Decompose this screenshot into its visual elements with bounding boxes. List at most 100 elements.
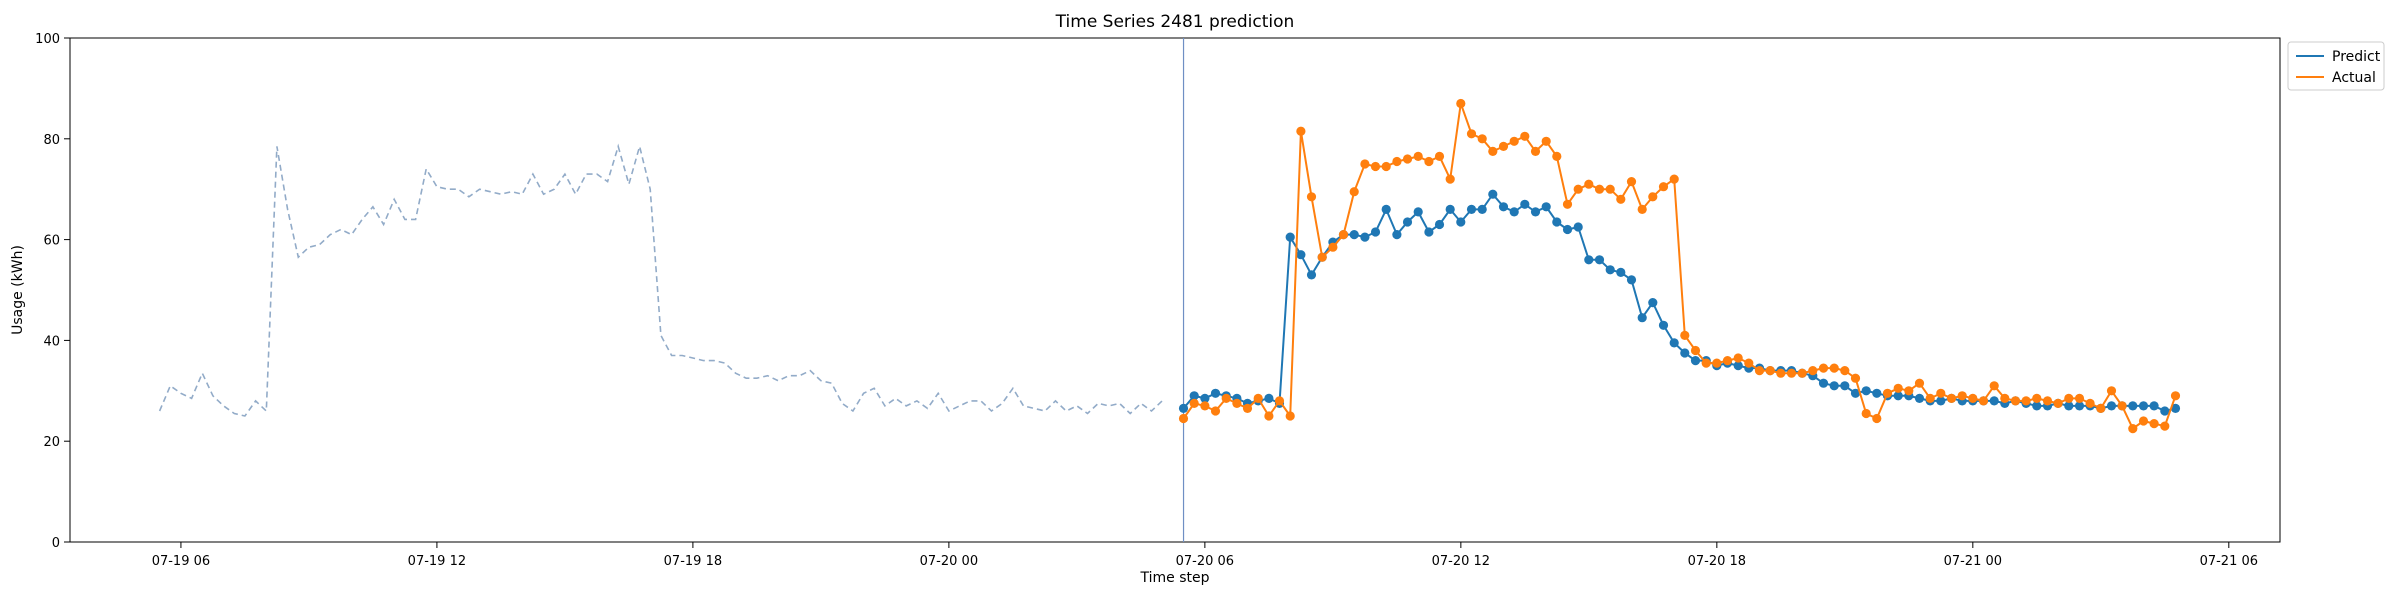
- x-tick-label: 07-20 12: [1432, 554, 1490, 569]
- data-point-predict: [1680, 348, 1690, 358]
- data-point-actual: [1850, 373, 1861, 383]
- data-point-predict: [2160, 406, 2170, 416]
- data-point-actual: [1616, 194, 1626, 204]
- data-point-predict: [1477, 204, 1487, 214]
- x-tick-label: 07-19 18: [664, 554, 722, 569]
- data-point-actual: [1381, 161, 1391, 172]
- data-point-predict: [2138, 401, 2149, 411]
- data-point-actual: [2064, 393, 2074, 403]
- data-point-actual: [1872, 413, 1882, 424]
- data-point-actual: [1445, 174, 1455, 184]
- data-point-actual: [1285, 411, 1295, 421]
- data-point-actual: [1786, 368, 1797, 378]
- x-tick-label: 07-20 00: [920, 554, 978, 569]
- data-point-actual: [1253, 393, 1263, 403]
- series-layer: [158, 98, 2181, 434]
- data-point-actual: [1904, 386, 1914, 396]
- data-point-actual: [1946, 393, 1957, 403]
- data-point-actual: [2010, 396, 2021, 406]
- x-tick-label: 07-19 06: [152, 554, 210, 569]
- data-point-actual: [1808, 366, 1818, 376]
- data-point-actual: [1466, 129, 1477, 139]
- x-tick-label: 07-21 06: [2200, 554, 2258, 569]
- data-point-predict: [1616, 267, 1626, 277]
- data-point-actual: [1477, 134, 1487, 144]
- data-point-actual: [1573, 184, 1583, 194]
- data-point-actual: [2149, 419, 2159, 429]
- data-point-actual: [1861, 408, 1871, 419]
- data-point-actual: [1541, 136, 1551, 146]
- data-point-predict: [2032, 401, 2042, 411]
- data-point-actual: [2128, 424, 2138, 434]
- x-tick-label: 07-20 06: [1176, 554, 1234, 569]
- data-point-predict: [1200, 393, 1210, 403]
- y-tick-label: 100: [35, 32, 60, 47]
- data-point-actual: [1232, 398, 1242, 408]
- data-point-actual: [1530, 146, 1541, 156]
- data-point-predict: [1637, 313, 1647, 323]
- chart-title: Time Series 2481 prediction: [1055, 12, 1295, 32]
- data-point-actual: [1744, 358, 1754, 368]
- x-tick-label: 07-20 18: [1688, 554, 1746, 569]
- data-point-actual: [1701, 358, 1711, 368]
- data-point-predict: [1562, 224, 1573, 235]
- data-point-actual: [1178, 413, 1189, 424]
- y-axis-label: Usage (kWh): [10, 245, 26, 335]
- data-point-actual: [1210, 406, 1221, 416]
- data-point-predict: [1360, 232, 1370, 242]
- legend-label-predict: Predict: [2332, 49, 2381, 65]
- data-point-actual: [2096, 403, 2106, 413]
- data-point-predict: [1306, 270, 1317, 280]
- data-point-predict: [1552, 217, 1562, 227]
- data-point-actual: [1829, 363, 1839, 373]
- data-point-predict: [1872, 388, 1882, 398]
- data-point-predict: [1349, 230, 1359, 240]
- data-point-actual: [1360, 159, 1370, 169]
- data-point-actual: [1242, 403, 1253, 413]
- data-point-actual: [1434, 151, 1445, 161]
- data-point-predict: [1626, 275, 1637, 285]
- data-point-actual: [1914, 378, 1925, 388]
- series-line-predict: [1182, 192, 2176, 413]
- data-point-predict: [1285, 232, 1295, 242]
- data-point-actual: [1552, 151, 1562, 161]
- data-point-actual: [1765, 366, 1775, 376]
- data-point-actual: [1221, 393, 1231, 403]
- data-point-actual: [1370, 161, 1381, 172]
- data-point-predict: [1509, 207, 1519, 217]
- data-point-actual: [1392, 156, 1402, 167]
- data-point-predict: [1690, 356, 1701, 366]
- data-point-predict: [1733, 361, 1743, 371]
- data-point-actual: [2032, 393, 2042, 403]
- data-point-predict: [1189, 391, 1199, 401]
- data-point-actual: [1776, 368, 1786, 378]
- data-point-predict: [1445, 204, 1455, 214]
- data-point-actual: [2106, 386, 2117, 396]
- data-point-actual: [1456, 98, 1466, 109]
- data-point-actual: [1680, 330, 1690, 340]
- data-point-actual: [2170, 391, 2181, 401]
- data-point-predict: [1434, 219, 1445, 230]
- data-point-actual: [2021, 396, 2031, 406]
- data-point-actual: [1648, 192, 1658, 202]
- data-point-actual: [1189, 398, 1199, 408]
- data-point-predict: [2149, 401, 2159, 411]
- data-point-predict: [1488, 189, 1498, 199]
- data-point-predict: [1296, 250, 1306, 260]
- data-point-predict: [1584, 255, 1594, 265]
- data-point-predict: [1402, 217, 1413, 227]
- x-tick-label: 07-21 00: [1944, 554, 2002, 569]
- y-tick-label: 60: [43, 234, 60, 249]
- data-point-predict: [1541, 202, 1551, 212]
- data-point-actual: [1605, 184, 1615, 194]
- data-point-actual: [1658, 182, 1669, 192]
- data-point-actual: [1626, 177, 1637, 187]
- data-point-predict: [1893, 391, 1903, 401]
- data-point-predict: [1648, 298, 1658, 308]
- data-point-actual: [1797, 368, 1807, 378]
- data-point-predict: [1498, 202, 1509, 212]
- data-point-predict: [1829, 381, 1839, 391]
- data-point-predict: [1840, 381, 1850, 391]
- series-line-history: [158, 143, 1163, 417]
